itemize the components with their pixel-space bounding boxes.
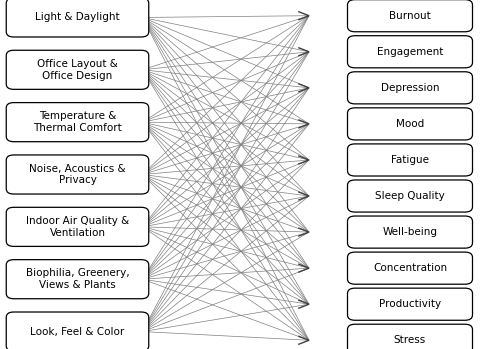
FancyBboxPatch shape bbox=[6, 207, 149, 246]
Text: Concentration: Concentration bbox=[373, 263, 447, 273]
FancyBboxPatch shape bbox=[6, 155, 149, 194]
Text: Look, Feel & Color: Look, Feel & Color bbox=[30, 327, 124, 336]
FancyBboxPatch shape bbox=[6, 312, 149, 349]
FancyBboxPatch shape bbox=[6, 0, 149, 37]
FancyBboxPatch shape bbox=[348, 72, 472, 104]
Text: Depression: Depression bbox=[381, 83, 440, 93]
Text: Office Layout &
Office Design: Office Layout & Office Design bbox=[37, 59, 118, 81]
FancyBboxPatch shape bbox=[348, 0, 472, 32]
FancyBboxPatch shape bbox=[6, 103, 149, 142]
FancyBboxPatch shape bbox=[348, 288, 472, 320]
Text: Well-being: Well-being bbox=[382, 227, 438, 237]
Text: Productivity: Productivity bbox=[379, 299, 441, 309]
FancyBboxPatch shape bbox=[6, 50, 149, 89]
FancyBboxPatch shape bbox=[348, 144, 472, 176]
Text: Temperature &
Thermal Comfort: Temperature & Thermal Comfort bbox=[33, 111, 122, 133]
Text: Light & Daylight: Light & Daylight bbox=[35, 13, 120, 22]
Text: Indoor Air Quality &
Ventilation: Indoor Air Quality & Ventilation bbox=[26, 216, 129, 238]
Text: Biophilia, Greenery,
Views & Plants: Biophilia, Greenery, Views & Plants bbox=[26, 268, 130, 290]
FancyBboxPatch shape bbox=[348, 324, 472, 349]
Text: Burnout: Burnout bbox=[389, 11, 431, 21]
Text: Fatigue: Fatigue bbox=[391, 155, 429, 165]
Text: Sleep Quality: Sleep Quality bbox=[375, 191, 445, 201]
Text: Stress: Stress bbox=[394, 335, 426, 345]
FancyBboxPatch shape bbox=[6, 260, 149, 299]
FancyBboxPatch shape bbox=[348, 216, 472, 248]
Text: Noise, Acoustics &
Privacy: Noise, Acoustics & Privacy bbox=[29, 164, 126, 185]
FancyBboxPatch shape bbox=[348, 108, 472, 140]
Text: Mood: Mood bbox=[396, 119, 424, 129]
FancyBboxPatch shape bbox=[348, 252, 472, 284]
FancyBboxPatch shape bbox=[348, 180, 472, 212]
Text: Engagement: Engagement bbox=[377, 47, 443, 57]
FancyBboxPatch shape bbox=[348, 36, 472, 68]
